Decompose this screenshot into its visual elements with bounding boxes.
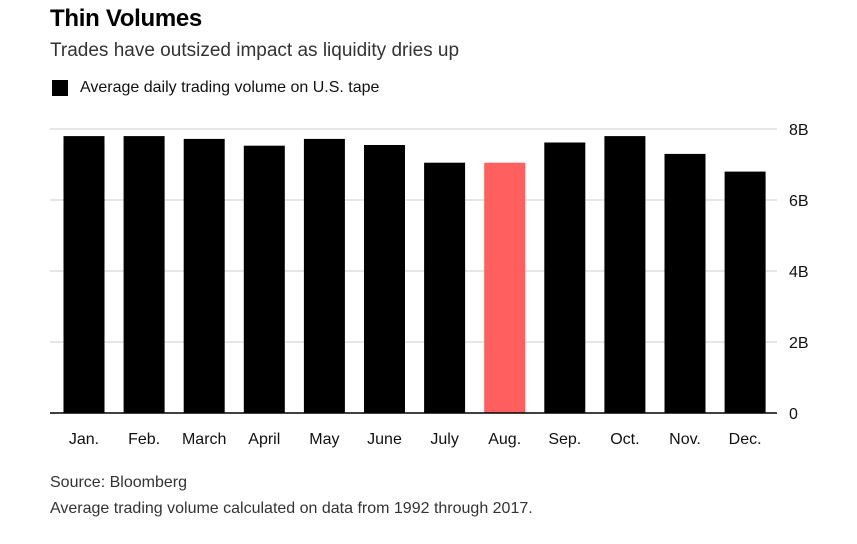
x-tick-label: March: [182, 431, 226, 448]
bar-dec: [724, 171, 766, 413]
bar-nov: [664, 153, 706, 413]
bar-may: [303, 138, 345, 413]
bar-aug: [484, 162, 526, 413]
gridlines: [50, 128, 777, 343]
legend-label: Average daily trading volume on U.S. tap…: [80, 79, 380, 96]
x-tick-label: June: [367, 431, 402, 448]
x-tick-label: Sep.: [548, 431, 581, 448]
x-tick-label: April: [248, 431, 280, 448]
bar-jan: [63, 136, 105, 413]
x-tick-label: Feb.: [128, 431, 160, 448]
y-tick-label: 0: [789, 406, 798, 423]
x-tick-label: Dec.: [729, 431, 762, 448]
bar-oct: [604, 136, 646, 413]
x-tick-label: Oct.: [610, 431, 639, 448]
bar-july: [424, 162, 466, 413]
legend-swatch: [52, 80, 68, 96]
chart-title: Thin Volumes: [50, 5, 202, 32]
x-tick-label: May: [309, 431, 339, 448]
bar-april: [243, 145, 285, 413]
chart-subtitle: Trades have outsized impact as liquidity…: [50, 40, 460, 61]
bar-march: [183, 138, 225, 413]
x-tick-label: July: [430, 431, 458, 448]
y-tick-label: 2B: [789, 335, 809, 352]
legend: Average daily trading volume on U.S. tap…: [52, 79, 379, 97]
bar-june: [364, 145, 405, 413]
y-tick-label: 6B: [789, 193, 809, 210]
y-tick-label: 8B: [789, 122, 809, 139]
x-tick-label: Jan.: [69, 431, 99, 448]
source-note: Source: Bloomberg: [50, 474, 187, 491]
x-tick-label: Nov.: [669, 431, 701, 448]
bar-sep: [544, 142, 586, 413]
x-tick-labels: Jan. Feb. March April May June July Aug. Sep. Oct…: [69, 431, 762, 448]
methodology-note: Average trading volume calculated on dat…: [50, 500, 533, 517]
y-tick-labels: 0 2B 4B 6B 8B: [789, 122, 809, 423]
bars: [63, 136, 766, 413]
x-tick-label: Aug.: [488, 431, 521, 448]
y-tick-label: 4B: [789, 264, 809, 281]
bar-feb: [123, 136, 165, 413]
